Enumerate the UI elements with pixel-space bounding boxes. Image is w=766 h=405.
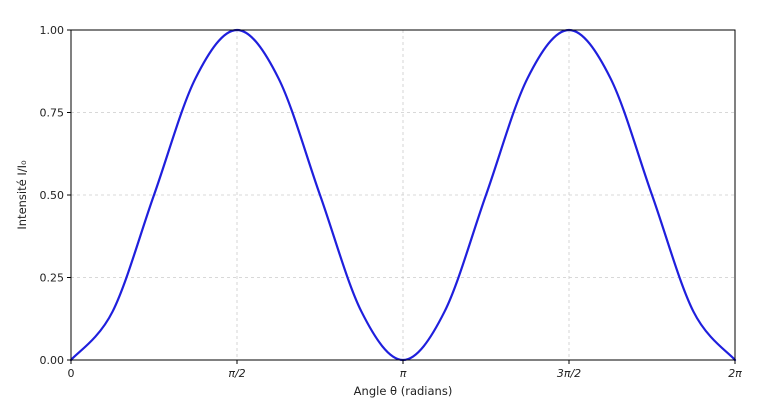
y-tick-label: 0.50 [40,189,65,202]
x-axis-label: Angle θ (radians) [354,384,453,398]
x-axis-ticks: 0 π/2 π 3π/2 2π [68,360,742,380]
y-axis-ticks: 0.00 0.25 0.50 0.75 1.00 [40,24,71,367]
x-tick-label: π [400,367,407,380]
x-tick-label: 2π [728,367,742,380]
x-tick-label: 0 [68,367,75,380]
x-tick-label: 3π/2 [557,367,581,380]
grid-lines [70,29,736,361]
y-tick-label: 0.00 [40,354,65,367]
x-tick-label: π/2 [228,367,245,380]
y-tick-label: 0.25 [40,272,65,285]
y-tick-label: 0.75 [40,107,65,120]
y-tick-label: 1.00 [40,24,65,37]
y-axis-label: Intensité I/I₀ [15,160,29,230]
